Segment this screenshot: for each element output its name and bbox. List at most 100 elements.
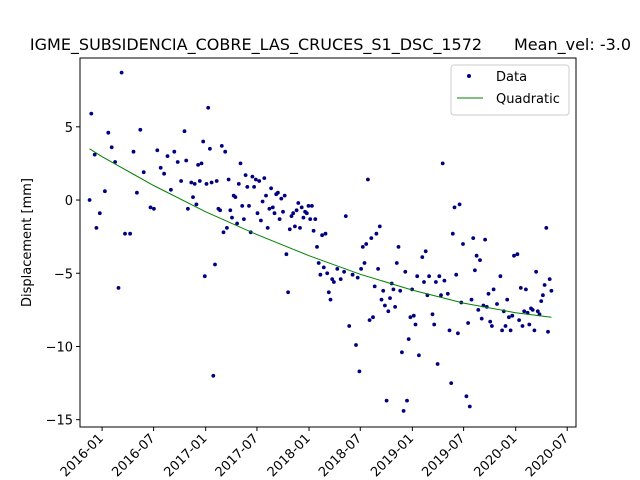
data-point (123, 231, 127, 236)
data-point (259, 218, 263, 223)
data-point (440, 161, 445, 166)
data-point (411, 313, 416, 318)
data-point (524, 287, 528, 292)
data-point (377, 224, 382, 229)
data-point (423, 249, 428, 254)
data-point (158, 165, 163, 170)
data-point (432, 322, 437, 327)
axes-frame (79, 57, 577, 428)
data-point (286, 290, 290, 295)
data-point (148, 205, 153, 210)
data-point (393, 305, 397, 309)
data-point (313, 217, 318, 222)
data-point (199, 161, 204, 166)
data-point (413, 322, 418, 327)
data-point (483, 237, 487, 242)
data-point (357, 369, 362, 374)
data-point (469, 297, 474, 302)
data-point (304, 211, 309, 216)
data-point (490, 324, 494, 328)
data-point (467, 404, 472, 409)
data-point (128, 231, 133, 236)
data-point (364, 242, 369, 246)
data-point (507, 315, 511, 320)
data-point (539, 299, 544, 303)
data-point (527, 322, 532, 327)
data-point (376, 267, 380, 271)
data-point (155, 148, 160, 153)
data-point (233, 195, 238, 200)
data-point (500, 328, 504, 333)
data-point (92, 152, 97, 157)
chart-title: IGME_SUBSIDENCIA_COBRE_LAS_CRUCES_S1_DSC… (30, 35, 482, 55)
data-point (452, 205, 457, 210)
data-point (162, 171, 167, 176)
chart-subtitle: Mean_vel: -3.0 (514, 35, 631, 55)
data-point (87, 198, 92, 202)
y-tick-label: −5 (54, 267, 73, 282)
data-point (308, 217, 313, 222)
data-point (272, 211, 277, 216)
data-point (325, 271, 330, 276)
data-point (291, 211, 296, 216)
data-point (549, 288, 554, 293)
data-point (367, 318, 372, 322)
data-point (454, 272, 459, 277)
data-point (479, 316, 484, 321)
data-point (172, 149, 177, 154)
data-point (141, 170, 146, 175)
data-point (491, 287, 496, 292)
data-point (276, 190, 280, 195)
data-point (294, 208, 299, 213)
data-point (350, 272, 355, 277)
data-point (253, 177, 258, 182)
data-point (435, 362, 440, 366)
data-point (206, 105, 211, 110)
data-point (544, 226, 549, 230)
data-point (372, 284, 377, 289)
data-point (464, 394, 469, 399)
data-point (214, 179, 219, 183)
data-point (383, 303, 387, 308)
data-point (437, 274, 442, 279)
data-point (488, 319, 493, 324)
data-point (208, 146, 212, 151)
data-point (269, 186, 273, 191)
data-point (270, 205, 275, 210)
data-point (257, 179, 262, 183)
data-point (323, 231, 328, 236)
data-point (287, 227, 292, 232)
data-point (247, 204, 251, 208)
data-point (225, 226, 229, 230)
data-point (520, 324, 525, 328)
legend-data-label: Data (496, 70, 527, 85)
data-point (299, 205, 304, 210)
y-tick-label: −10 (46, 340, 73, 355)
data-point (442, 278, 447, 283)
data-point (447, 328, 452, 333)
data-point (515, 252, 520, 257)
data-point (277, 217, 282, 222)
data-point (293, 224, 297, 229)
data-point (405, 398, 409, 403)
data-point (450, 231, 455, 236)
data-point (311, 228, 316, 233)
data-point (135, 190, 139, 195)
data-point (298, 226, 302, 230)
data-point (321, 265, 326, 270)
data-point (456, 331, 460, 336)
data-point (318, 272, 323, 277)
data-point (223, 149, 228, 154)
data-point (546, 329, 550, 334)
data-point (228, 208, 233, 213)
data-point (218, 208, 223, 213)
data-point (366, 177, 370, 182)
data-point (267, 206, 272, 211)
data-point (89, 111, 94, 116)
data-point (209, 180, 214, 185)
data-point (403, 269, 408, 274)
data-point (420, 255, 425, 259)
data-point (131, 149, 136, 154)
data-point (213, 262, 217, 267)
data-point (282, 193, 287, 198)
